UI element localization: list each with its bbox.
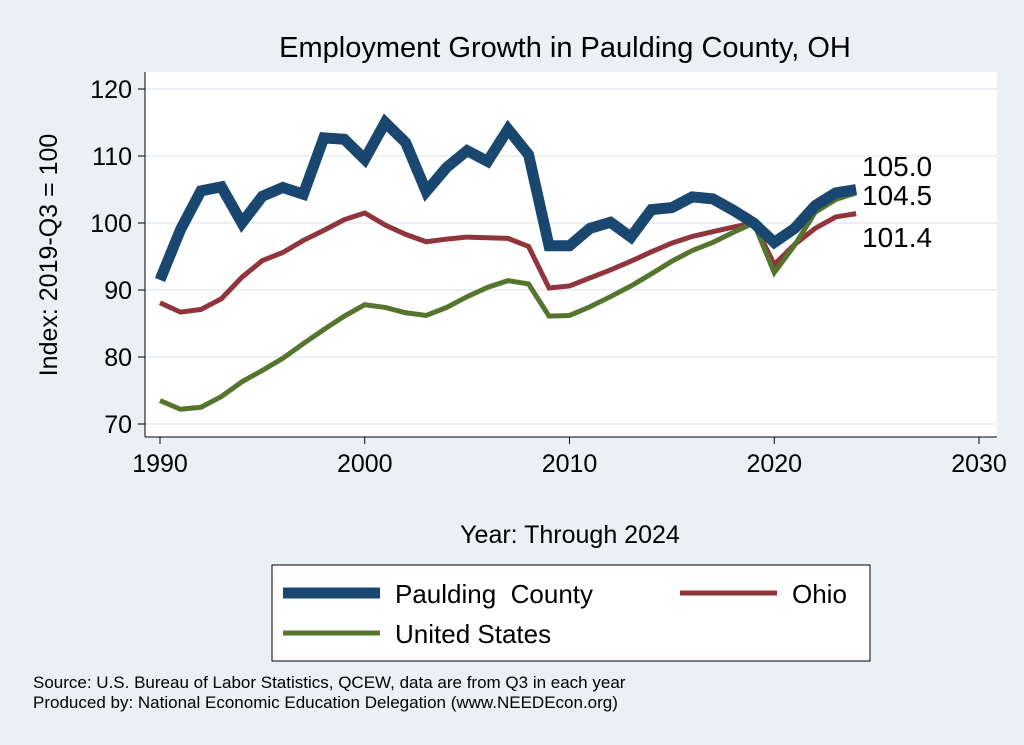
y-tick-label: 70 xyxy=(104,411,132,439)
source-note: Source: U.S. Bureau of Labor Statistics,… xyxy=(33,673,626,692)
chart-title: Employment Growth in Paulding County, OH xyxy=(279,32,851,64)
y-tick-label: 110 xyxy=(92,143,132,171)
plot-area xyxy=(145,72,997,437)
x-tick-label: 1990 xyxy=(132,450,188,478)
legend-label-paulding: Paulding County xyxy=(395,579,593,609)
x-axis-label: Year: Through 2024 xyxy=(460,521,680,549)
producer-note: Produced by: National Economic Education… xyxy=(33,693,618,712)
end-label-0: 105.0 xyxy=(862,151,932,182)
y-tick-label: 80 xyxy=(104,344,132,372)
x-tick-label: 2010 xyxy=(542,450,598,478)
y-axis-label: Index: 2019-Q3 = 100 xyxy=(35,134,63,377)
legend: Paulding County Ohio United States xyxy=(271,564,871,662)
end-label-1: 101.4 xyxy=(862,222,932,253)
y-tick-label: 90 xyxy=(104,277,132,305)
x-tick-label: 2030 xyxy=(951,450,1007,478)
series-lines xyxy=(154,113,858,412)
legend-box xyxy=(271,564,871,662)
y-tick-label: 120 xyxy=(90,76,132,104)
series-line-1 xyxy=(158,210,857,315)
legend-label-ohio: Ohio xyxy=(792,579,847,609)
end-label-2: 104.5 xyxy=(862,180,932,211)
series-line-0 xyxy=(154,113,858,283)
x-tick-label: 2000 xyxy=(337,450,393,478)
axes: 70 80 90 100 110 120 1990 2000 2010 2020 2030 xyxy=(90,72,1007,478)
end-labels: 105.0 101.4 104.5 xyxy=(862,151,932,253)
series-line-2 xyxy=(159,190,857,412)
y-tick-label: 100 xyxy=(90,210,132,238)
legend-label-us: United States xyxy=(395,619,551,649)
x-tick-label: 2020 xyxy=(746,450,802,478)
